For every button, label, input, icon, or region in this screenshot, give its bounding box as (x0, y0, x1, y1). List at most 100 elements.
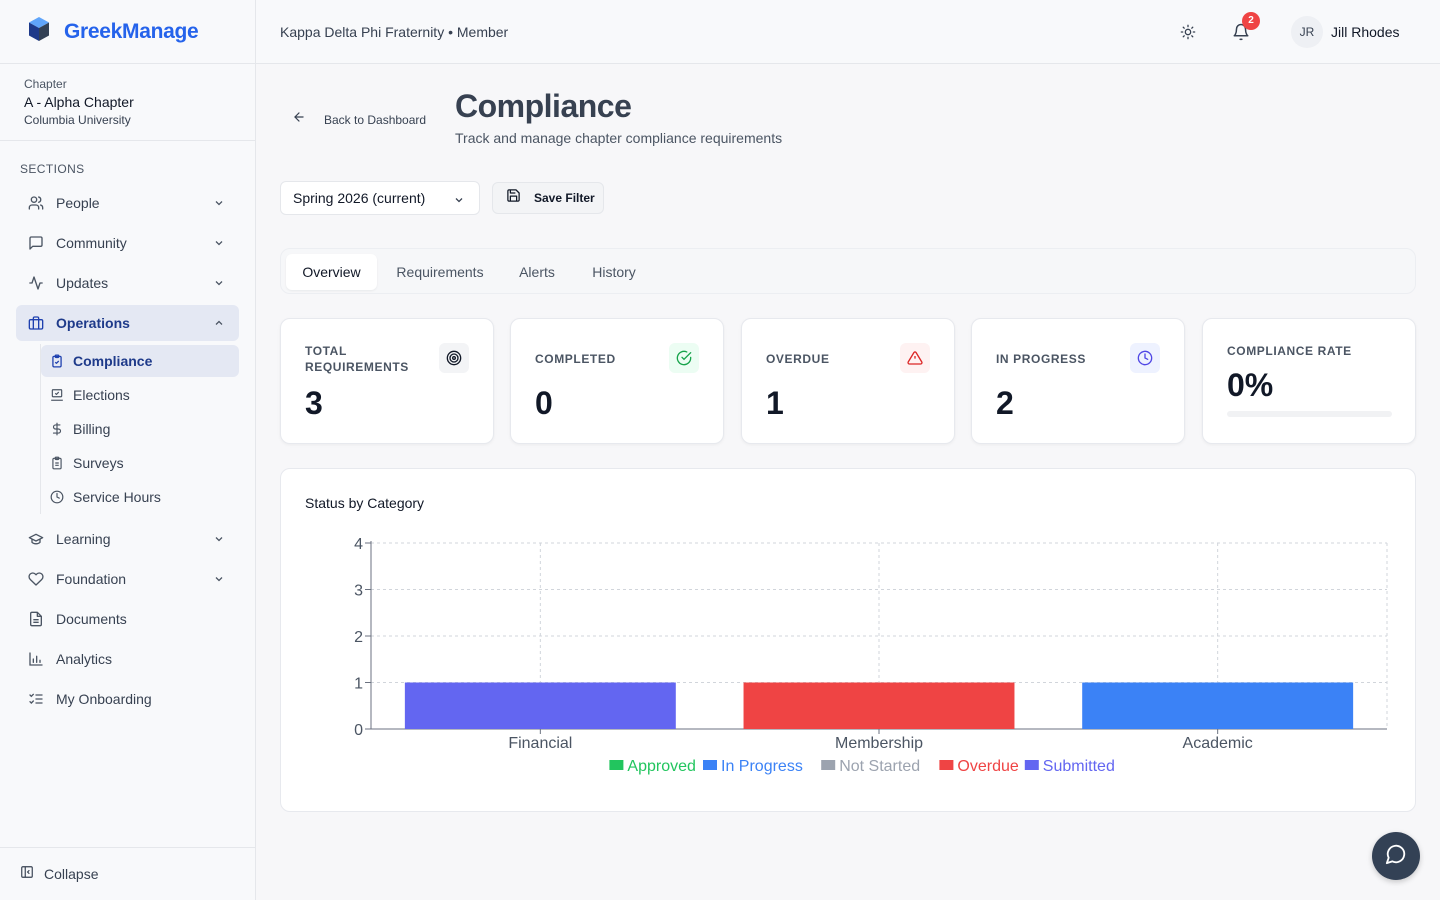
chapter-switcher[interactable]: Chapter A - Alpha Chapter Columbia Unive… (0, 64, 255, 141)
avatar[interactable]: JR (1291, 16, 1323, 48)
chat-button[interactable] (1372, 832, 1420, 880)
sidebar-item-label: Analytics (56, 651, 113, 667)
file-icon (28, 611, 44, 627)
sidebar-item-label: My Onboarding (56, 691, 152, 707)
chapter-name: A - Alpha Chapter (24, 94, 134, 110)
logo-row[interactable]: GreekManage (0, 0, 255, 64)
chevron-down-icon (213, 196, 225, 208)
sidebar-item-label: Updates (56, 275, 109, 291)
collapse-button[interactable]: Collapse (0, 847, 255, 900)
chapter-label: Chapter (24, 77, 67, 91)
sidebar-item-foundation[interactable]: Foundation (16, 561, 239, 597)
stat-value: 0 (535, 385, 553, 421)
sidebar-item-operations[interactable]: Operations (16, 305, 239, 341)
legend-swatch (703, 760, 717, 770)
bar-submitted (404, 682, 676, 729)
chevron-down-icon (213, 276, 225, 288)
sidebar-item-analytics[interactable]: Analytics (16, 641, 239, 677)
stat-value: 0% (1227, 367, 1274, 403)
stat-card-overdue: OVERDUE 1 (741, 318, 955, 444)
clock-icon (1130, 343, 1160, 373)
briefcase-icon (28, 315, 44, 331)
sidebar-item-label: People (56, 195, 100, 211)
org-breadcrumb: Kappa Delta Phi Fraternity • Member (280, 24, 509, 40)
stat-label: IN PROGRESS (996, 352, 1086, 366)
tab-alerts[interactable]: Alerts (519, 264, 555, 280)
panel-collapse-icon (20, 865, 34, 884)
chevron-down-icon (453, 193, 465, 205)
sidebar-item-learning[interactable]: Learning (16, 521, 239, 557)
x-tick-label: Membership (835, 735, 923, 752)
user-name[interactable]: Jill Rhodes (1331, 24, 1400, 40)
stat-card-compliance-rate: COMPLIANCE RATE 0% (1202, 318, 1416, 444)
sidebar-subitem-service-hours[interactable]: Service Hours (41, 481, 239, 513)
sidebar-item-my-onboarding[interactable]: My Onboarding (16, 681, 239, 717)
tab-bar: Overview Requirements Alerts History (280, 248, 1416, 294)
term-select[interactable]: Spring 2026 (current) (280, 181, 480, 215)
term-select-value: Spring 2026 (current) (293, 190, 426, 206)
stat-card-completed: COMPLETED 0 (510, 318, 724, 444)
back-label: Back to Dashboard (324, 112, 427, 127)
topbar: Kappa Delta Phi Fraternity • Member 2 JR… (256, 0, 1440, 64)
y-tick-label: 3 (354, 583, 363, 600)
bell-icon[interactable] (1232, 23, 1250, 41)
y-tick-label: 0 (354, 722, 363, 739)
chevron-down-icon (213, 572, 225, 584)
stat-value: 2 (996, 385, 1014, 421)
sidebar-subitem-compliance[interactable]: Compliance (41, 345, 239, 377)
sidebar-item-label: Community (56, 235, 127, 251)
sidebar-item-label: Foundation (56, 571, 127, 587)
sidebar-subitem-billing[interactable]: Billing (41, 413, 239, 445)
stat-label: COMPLIANCE RATE (1227, 344, 1352, 358)
sidebar-subitem-elections[interactable]: Elections (41, 379, 239, 411)
bar-chart-icon (28, 651, 44, 667)
save-filter-label: Save Filter (534, 191, 595, 205)
bar-in-progress (1082, 682, 1354, 729)
legend-label: Not Started (839, 758, 920, 775)
users-icon (28, 195, 44, 211)
x-tick-label: Academic (1183, 735, 1253, 752)
sidebar-subitem-surveys[interactable]: Surveys (41, 447, 239, 479)
dollar-icon (50, 422, 64, 436)
stat-label: COMPLETED (535, 352, 616, 366)
message-square-icon (28, 235, 44, 251)
clock-icon (50, 490, 64, 504)
activity-icon (28, 275, 44, 291)
submenu-divider (40, 344, 41, 514)
sections-label: SECTIONS (20, 162, 85, 176)
sidebar-subitem-label: Compliance (73, 353, 153, 369)
legend-label: Approved (627, 758, 696, 775)
alert-triangle-icon (900, 343, 930, 373)
sidebar-subitem-label: Elections (73, 387, 130, 403)
tab-history[interactable]: History (592, 264, 636, 280)
legend-swatch (821, 760, 836, 770)
sidebar-item-documents[interactable]: Documents (16, 601, 239, 637)
sidebar-item-community[interactable]: Community (16, 225, 239, 261)
chevron-down-icon (213, 236, 225, 248)
clipboard-check-icon (50, 354, 64, 368)
ballot-box-icon (50, 388, 64, 402)
legend-label: Overdue (957, 758, 1018, 775)
sidebar-item-updates[interactable]: Updates (16, 265, 239, 301)
chevron-up-icon (213, 316, 225, 328)
tab-requirements[interactable]: Requirements (396, 264, 484, 280)
stat-value: 3 (305, 385, 323, 421)
status-by-category-chart: Status by Category 0 1 2 3 4 Financial Members… (280, 468, 1416, 812)
stat-label: TOTAL REQUIREMENTS (305, 344, 409, 374)
sidebar-item-people[interactable]: People (16, 185, 239, 221)
chart-title: Status by Category (305, 495, 425, 511)
legend-swatch (609, 760, 624, 770)
stat-label: OVERDUE (766, 352, 830, 366)
sidebar-subitem-label: Service Hours (73, 489, 161, 505)
sidebar: GreekManage Chapter A - Alpha Chapter Co… (0, 0, 256, 900)
save-filter-button[interactable]: Save Filter (492, 182, 604, 214)
sidebar-item-label: Documents (56, 611, 127, 627)
chart-canvas: 0 1 2 3 4 Financial Membership Academic Approved… (354, 536, 1388, 775)
back-to-dashboard-link[interactable]: Back to Dashboard (292, 110, 426, 129)
legend-swatch (1024, 760, 1039, 770)
compliance-progress-bar (1227, 411, 1392, 417)
tab-overview[interactable]: Overview (286, 254, 377, 290)
sidebar-subitem-label: Billing (73, 421, 111, 437)
chapter-university: Columbia University (24, 113, 131, 127)
sun-icon[interactable] (1180, 24, 1196, 40)
